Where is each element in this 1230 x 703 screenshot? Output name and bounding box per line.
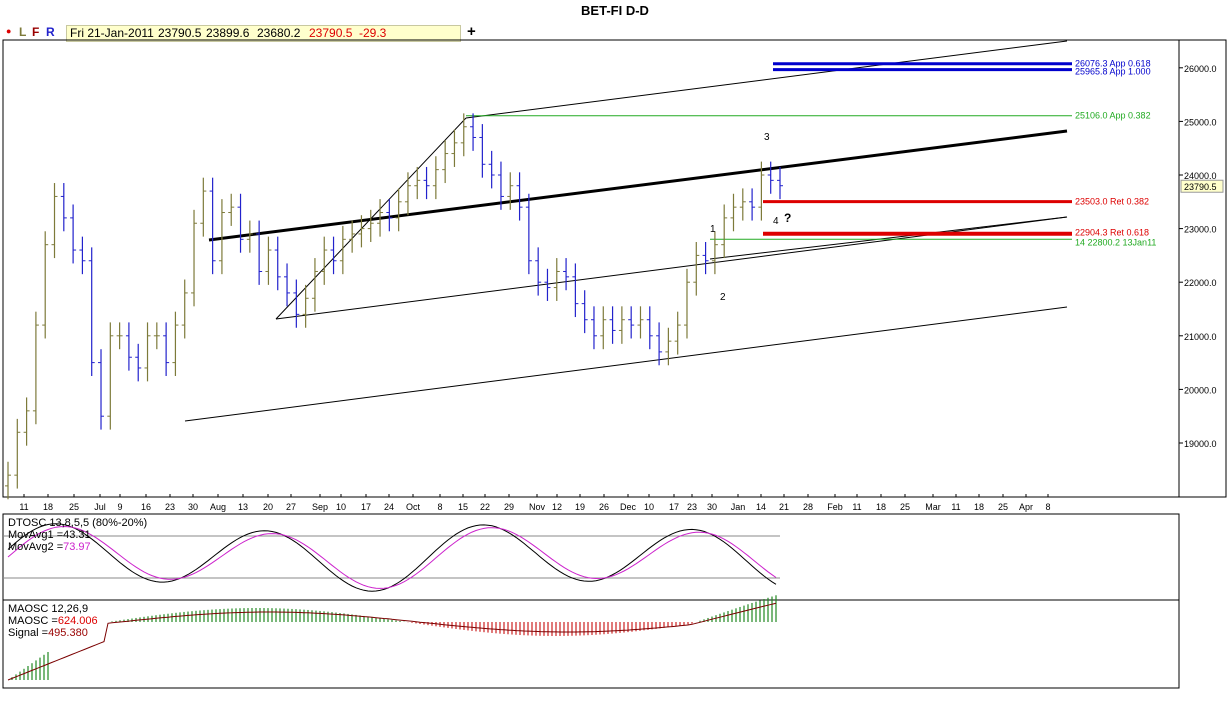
r-button[interactable]: R [46, 25, 55, 39]
x-tick-label: 19 [575, 502, 585, 512]
x-tick-label: 30 [188, 502, 198, 512]
y-tick-label: 26000.0 [1184, 64, 1217, 74]
x-month-label: Nov [529, 502, 546, 512]
price-panel [2, 39, 1180, 498]
x-tick-label: 11 [951, 502, 960, 512]
movavg2-readout: MovAvg2 =73.97 [8, 541, 91, 553]
y-tick-label: 23000.0 [1184, 225, 1217, 235]
last-price-label: 23790.5 [1184, 182, 1217, 192]
signal-line [7, 602, 777, 681]
x-tick-label: 25 [900, 502, 910, 512]
x-tick-label: 30 [707, 502, 717, 512]
l-button[interactable]: L [19, 25, 27, 39]
x-month-label: Sep [312, 502, 328, 512]
x-tick-label: 25 [69, 502, 79, 512]
x-tick-label: 18 [974, 502, 984, 512]
x-tick-label: 21 [779, 502, 789, 512]
x-tick-label: 12 [552, 502, 562, 512]
maosc-readout: MAOSC =624.006 [8, 615, 98, 627]
x-tick-label: 16 [141, 502, 151, 512]
trend-line-main [709, 216, 1068, 260]
record-dot-icon[interactable]: ● [6, 26, 12, 36]
x-tick-label: 10 [336, 502, 346, 512]
fib-level-label: 14 22800.2 13Jan11 [1075, 237, 1156, 247]
maosc-title: MAOSC 12,26,9 [8, 603, 89, 615]
fib-level-label: 25965.8 App 1.000 [1075, 67, 1151, 77]
y-tick-label: 20000.0 [1184, 385, 1217, 395]
x-month-label: Mar [925, 502, 941, 512]
channel-lower [184, 306, 1068, 422]
quote-high: 23899.6 [206, 26, 250, 40]
x-tick-label: 15 [458, 502, 468, 512]
wave-label: 4 [773, 216, 779, 227]
price-axis-panel [1178, 39, 1227, 498]
wave-label: 2 [720, 292, 726, 303]
x-tick-label: 11 [852, 502, 861, 512]
maosc-panel [2, 599, 1180, 689]
fib-level-label: 26076.3 App 0.618 [1075, 59, 1151, 69]
x-tick-label: 18 [43, 502, 53, 512]
f-button[interactable]: F [32, 25, 40, 39]
x-tick-label: 11 [19, 502, 28, 512]
x-month-label: Oct [406, 502, 421, 512]
x-tick-label: 22 [480, 502, 490, 512]
y-tick-label: 19000.0 [1184, 439, 1217, 449]
y-tick-label: 21000.0 [1184, 332, 1217, 342]
info-bar: ● L F R Fri 21-Jan-2011 23790.5 23899.6 … [0, 23, 1230, 42]
fib-level-label: 25106.0 App 0.382 [1075, 111, 1151, 121]
x-tick-label: 23 [687, 502, 697, 512]
wave-label: ? [784, 211, 791, 225]
x-tick-label: 26 [599, 502, 609, 512]
x-month-label: Jan [731, 502, 746, 512]
x-tick-label: 14 [756, 502, 766, 512]
channel-upper [465, 40, 1068, 119]
y-tick-label: 24000.0 [1184, 171, 1217, 181]
x-month-label: Feb [827, 502, 843, 512]
x-tick-label: 17 [669, 502, 679, 512]
x-tick-label: 13 [238, 502, 248, 512]
x-month-label: Aug [210, 502, 226, 512]
last-price-box [1180, 179, 1224, 193]
x-tick-label: 24 [384, 502, 394, 512]
chart-title: BET-FI D-D [581, 3, 649, 18]
fib-level-label: 23503.0 Ret 0.382 [1075, 197, 1149, 207]
x-month-label: Apr [1019, 502, 1033, 512]
signal-readout: Signal =495.380 [8, 627, 88, 639]
quote-field: Fri 21-Jan-2011 23790.5 23899.6 23680.2 … [66, 25, 461, 42]
wave-label: 3 [764, 132, 770, 143]
dtosc-panel [2, 513, 1180, 601]
x-month-label: Jul [94, 502, 106, 512]
x-tick-label: 17 [361, 502, 371, 512]
quote-open: 23790.5 [158, 26, 202, 40]
x-tick-label: 8 [437, 502, 442, 512]
x-tick-label: 23 [165, 502, 175, 512]
quote-low: 23680.2 [257, 26, 301, 40]
x-tick-label: 27 [286, 502, 296, 512]
movavg2-line [7, 525, 777, 589]
quote-change: -29.3 [359, 26, 387, 40]
y-tick-label: 25000.0 [1184, 117, 1217, 127]
x-tick-label: 25 [998, 502, 1008, 512]
quote-date: Fri 21-Jan-2011 [70, 26, 154, 40]
wave-label: 1 [710, 224, 716, 235]
x-tick-label: 29 [504, 502, 514, 512]
x-tick-label: 18 [876, 502, 886, 512]
x-tick-label: 20 [263, 502, 273, 512]
x-tick-label: 28 [803, 502, 813, 512]
y-tick-label: 22000.0 [1184, 278, 1217, 288]
fib-level-label: 22904.3 Ret 0.618 [1075, 228, 1149, 238]
trend-line-thick [208, 129, 1068, 242]
x-tick-label: 9 [117, 502, 122, 512]
dtosc-title: DTOSC 13,8,5,5 (80%-20%) [8, 517, 148, 529]
x-tick-label: 10 [644, 502, 654, 512]
quote-close: 23790.5 [309, 26, 353, 40]
movavg1-readout: MovAvg1 =43.31 [8, 529, 91, 541]
add-icon[interactable]: + [467, 23, 476, 40]
x-tick-label: 8 [1045, 502, 1050, 512]
x-month-label: Dec [620, 502, 637, 512]
